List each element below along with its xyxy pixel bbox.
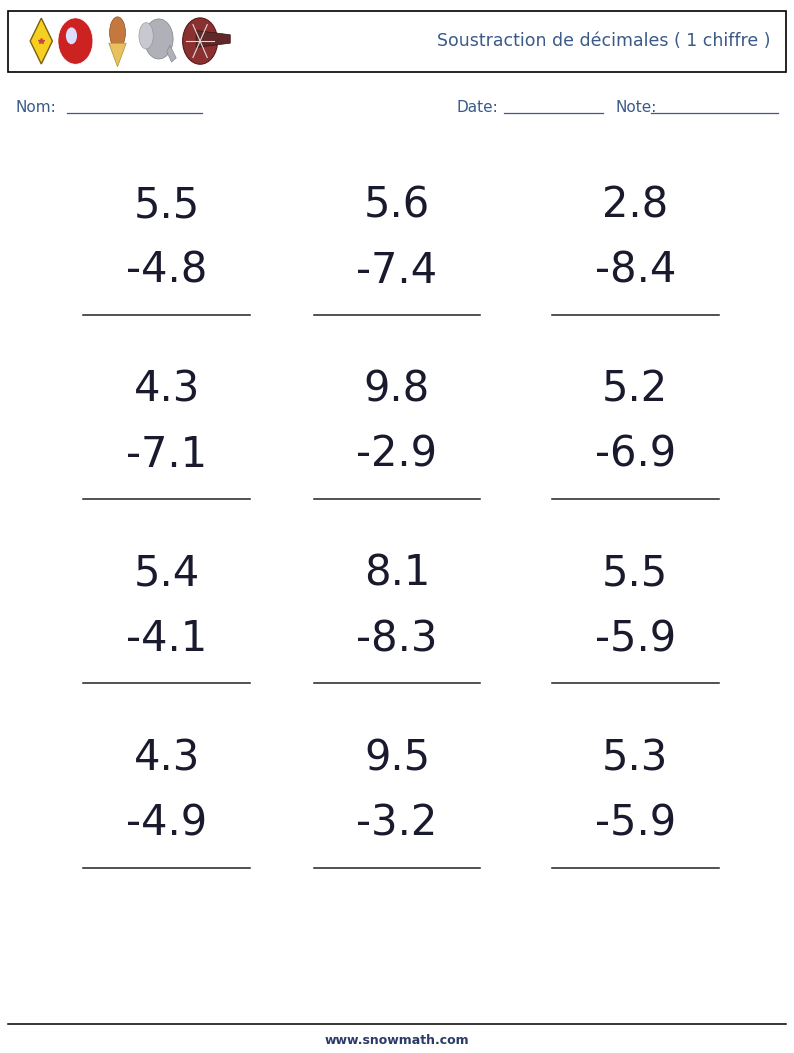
Polygon shape	[30, 18, 52, 64]
Text: -8.3: -8.3	[357, 618, 437, 660]
FancyBboxPatch shape	[8, 11, 786, 72]
Text: www.snowmath.com: www.snowmath.com	[325, 1034, 469, 1047]
Polygon shape	[196, 31, 230, 47]
Text: -6.9: -6.9	[595, 434, 676, 476]
Text: -7.4: -7.4	[357, 250, 437, 292]
Text: 2.8: 2.8	[602, 184, 669, 226]
Text: 4.3: 4.3	[133, 369, 200, 411]
Text: -4.1: -4.1	[126, 618, 207, 660]
Text: 5.3: 5.3	[602, 737, 669, 779]
Text: -8.4: -8.4	[595, 250, 676, 292]
Text: 5.6: 5.6	[364, 184, 430, 226]
Ellipse shape	[66, 27, 77, 44]
Text: -5.9: -5.9	[595, 802, 676, 845]
Text: -2.9: -2.9	[357, 434, 437, 476]
Ellipse shape	[139, 22, 153, 48]
Text: Date:: Date:	[457, 100, 499, 115]
Text: -3.2: -3.2	[357, 802, 437, 845]
Text: Soustraction de décimales ( 1 chiffre ): Soustraction de décimales ( 1 chiffre )	[437, 32, 770, 51]
Text: -5.9: -5.9	[595, 618, 676, 660]
Polygon shape	[109, 43, 126, 66]
Text: 5.5: 5.5	[602, 553, 669, 595]
Polygon shape	[167, 45, 176, 62]
Text: 9.5: 9.5	[364, 737, 430, 779]
Ellipse shape	[145, 19, 173, 59]
Text: Note:: Note:	[615, 100, 657, 115]
Text: -7.1: -7.1	[126, 434, 207, 476]
Text: 8.1: 8.1	[364, 553, 430, 595]
Circle shape	[58, 18, 93, 64]
Text: -4.9: -4.9	[126, 802, 207, 845]
Text: Nom:: Nom:	[16, 100, 56, 115]
Text: -4.8: -4.8	[126, 250, 207, 292]
Text: 5.5: 5.5	[133, 184, 200, 226]
Circle shape	[183, 18, 218, 64]
Ellipse shape	[110, 17, 125, 48]
Text: 5.2: 5.2	[602, 369, 669, 411]
Text: 9.8: 9.8	[364, 369, 430, 411]
Text: 5.4: 5.4	[133, 553, 200, 595]
Text: 4.3: 4.3	[133, 737, 200, 779]
